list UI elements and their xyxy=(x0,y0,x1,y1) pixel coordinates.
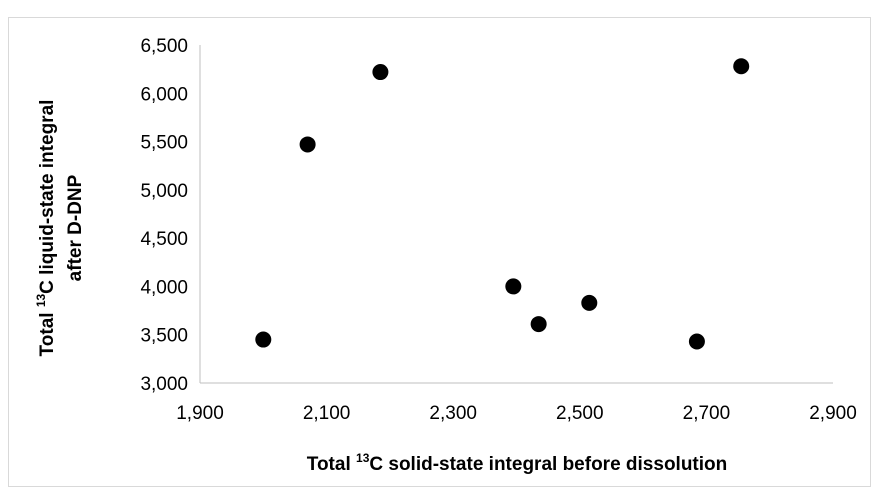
y-tick-label: 5,500 xyxy=(140,133,188,154)
x-tick-label: 1,900 xyxy=(176,403,224,424)
y-tick-label: 3,000 xyxy=(140,374,188,395)
data-points xyxy=(255,58,750,350)
x-tick-label: 2,300 xyxy=(429,403,477,424)
data-point xyxy=(255,331,272,348)
y-axis-title: Total 13C liquid-state integral after D-… xyxy=(34,100,86,357)
x-tick-label: 2,100 xyxy=(303,403,351,424)
y-tick-label: 6,000 xyxy=(140,84,188,105)
x-axis-title: Total 13C solid-state integral before di… xyxy=(307,451,728,475)
y-tick-labels: 3,000 3,500 4,000 4,500 5,000 5,500 6,000 6,500 xyxy=(140,36,188,395)
data-point xyxy=(733,58,750,75)
x-tick-label: 2,700 xyxy=(683,403,731,424)
data-point xyxy=(372,64,389,81)
y-tick-label: 4,500 xyxy=(140,229,188,250)
y-tick-label: 4,000 xyxy=(140,277,188,298)
x-tick-label: 2,500 xyxy=(556,403,604,424)
y-tick-label: 3,500 xyxy=(140,326,188,347)
axes xyxy=(199,45,833,384)
x-tick-label: 2,900 xyxy=(809,403,857,424)
y-axis-title-line2: after D-DNP xyxy=(65,174,86,281)
x-tick-labels: 1,900 2,100 2,300 2,500 2,700 2,900 xyxy=(176,403,857,424)
y-tick-label: 6,500 xyxy=(140,36,188,57)
chart-frame xyxy=(8,17,871,487)
data-point xyxy=(299,136,316,153)
data-point xyxy=(530,316,547,333)
y-tick-label: 5,000 xyxy=(140,181,188,202)
data-point xyxy=(688,333,705,350)
data-point xyxy=(505,278,522,295)
data-point xyxy=(581,294,598,311)
y-axis-title-line1: Total 13C liquid-state integral xyxy=(34,100,58,357)
